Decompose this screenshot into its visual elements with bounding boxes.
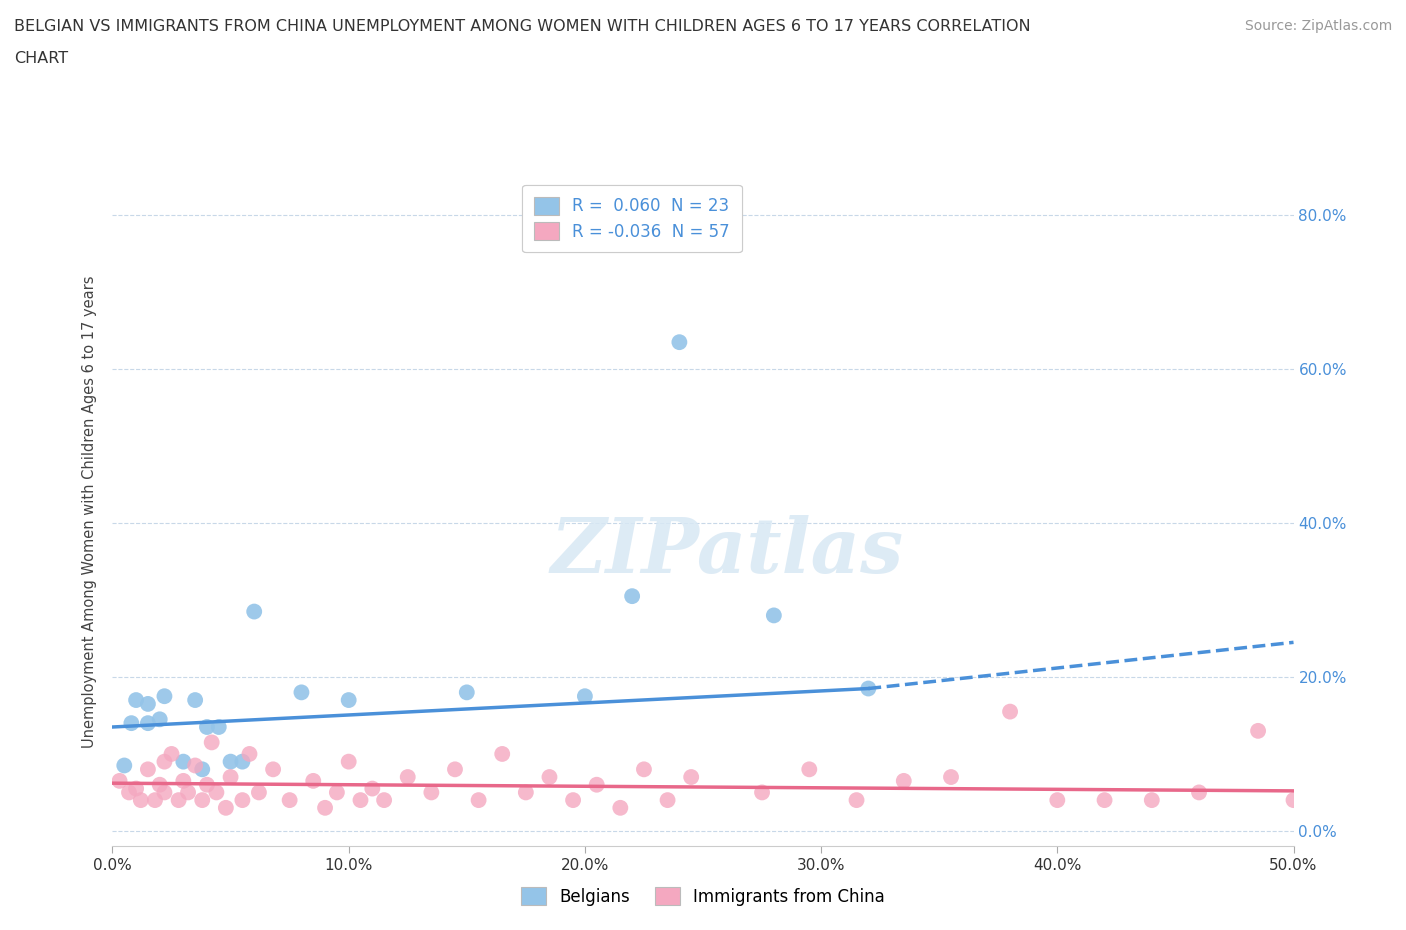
Point xyxy=(219,770,242,785)
Point xyxy=(668,335,690,350)
Point xyxy=(184,693,207,708)
Point xyxy=(657,792,679,807)
Point xyxy=(467,792,489,807)
Point xyxy=(751,785,773,800)
Point xyxy=(1282,792,1305,807)
Point xyxy=(858,681,880,696)
Point xyxy=(337,693,360,708)
Point xyxy=(538,770,561,785)
Point xyxy=(456,684,478,699)
Point xyxy=(574,689,596,704)
Point xyxy=(120,716,142,731)
Point xyxy=(112,758,135,773)
Point xyxy=(1140,792,1163,807)
Point xyxy=(149,711,172,726)
Point xyxy=(231,792,253,807)
Point xyxy=(108,774,131,789)
Point xyxy=(1247,724,1270,738)
Point xyxy=(172,774,194,789)
Point xyxy=(1188,785,1211,800)
Point xyxy=(302,774,325,789)
Point xyxy=(136,697,159,711)
Point xyxy=(361,781,384,796)
Text: BELGIAN VS IMMIGRANTS FROM CHINA UNEMPLOYMENT AMONG WOMEN WITH CHILDREN AGES 6 T: BELGIAN VS IMMIGRANTS FROM CHINA UNEMPLO… xyxy=(14,19,1031,33)
Point xyxy=(278,792,301,807)
Point xyxy=(562,792,585,807)
Point xyxy=(153,689,176,704)
Text: ZIPatlas: ZIPatlas xyxy=(550,514,903,589)
Point xyxy=(172,754,194,769)
Point xyxy=(208,720,231,735)
Point xyxy=(621,589,644,604)
Point xyxy=(160,747,183,762)
Point xyxy=(243,604,266,619)
Point xyxy=(238,747,260,762)
Point xyxy=(177,785,200,800)
Point xyxy=(998,704,1021,719)
Point xyxy=(184,758,207,773)
Point xyxy=(799,762,821,777)
Point xyxy=(136,762,159,777)
Text: CHART: CHART xyxy=(14,51,67,66)
Point xyxy=(191,762,214,777)
Point xyxy=(205,785,228,800)
Point xyxy=(219,754,242,769)
Point xyxy=(136,716,159,731)
Point xyxy=(893,774,915,789)
Point xyxy=(609,801,631,816)
Point xyxy=(491,747,513,762)
Point xyxy=(149,777,172,792)
Point xyxy=(585,777,607,792)
Text: Source: ZipAtlas.com: Source: ZipAtlas.com xyxy=(1244,19,1392,33)
Point xyxy=(125,693,148,708)
Point xyxy=(167,792,190,807)
Point xyxy=(191,792,214,807)
Point xyxy=(195,777,218,792)
Point xyxy=(396,770,419,785)
Point xyxy=(314,801,336,816)
Point xyxy=(1094,792,1116,807)
Point xyxy=(349,792,371,807)
Point xyxy=(420,785,443,800)
Point xyxy=(762,608,785,623)
Point xyxy=(125,781,148,796)
Point xyxy=(262,762,284,777)
Point xyxy=(247,785,270,800)
Legend: R =  0.060  N = 23, R = -0.036  N = 57: R = 0.060 N = 23, R = -0.036 N = 57 xyxy=(523,185,742,252)
Point xyxy=(143,792,166,807)
Point xyxy=(290,684,312,699)
Point xyxy=(215,801,238,816)
Point xyxy=(681,770,703,785)
Point xyxy=(326,785,349,800)
Point xyxy=(201,735,224,750)
Point xyxy=(444,762,467,777)
Point xyxy=(515,785,537,800)
Point xyxy=(231,754,253,769)
Point xyxy=(118,785,141,800)
Y-axis label: Unemployment Among Women with Children Ages 6 to 17 years: Unemployment Among Women with Children A… xyxy=(82,275,97,748)
Point xyxy=(1046,792,1069,807)
Legend: Belgians, Immigrants from China: Belgians, Immigrants from China xyxy=(515,881,891,912)
Point xyxy=(153,785,176,800)
Point xyxy=(153,754,176,769)
Point xyxy=(939,770,962,785)
Point xyxy=(373,792,395,807)
Point xyxy=(633,762,655,777)
Point xyxy=(845,792,868,807)
Point xyxy=(129,792,152,807)
Point xyxy=(195,720,218,735)
Point xyxy=(337,754,360,769)
